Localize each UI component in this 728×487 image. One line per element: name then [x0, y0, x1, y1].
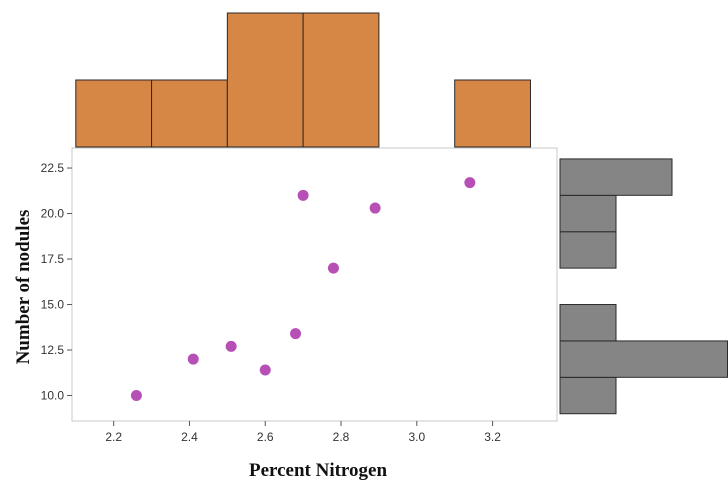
- data-point: [297, 189, 309, 201]
- y-histogram-bar: [559, 194, 617, 233]
- y-histogram-bar: [559, 340, 728, 378]
- x-tick-label: 2.8: [333, 430, 350, 444]
- plot-area: [71, 147, 558, 422]
- y-axis-title: Number of nodules: [13, 210, 34, 365]
- x-histogram-bar: [226, 12, 304, 148]
- x-tick-label: 3.2: [484, 430, 501, 444]
- x-tick-label: 2.4: [181, 430, 198, 444]
- scatter-points: [130, 177, 476, 402]
- y-marginal-histogram: [559, 158, 728, 415]
- y-histogram-bar: [559, 376, 617, 415]
- x-histogram-bar: [302, 12, 380, 148]
- data-point: [187, 353, 199, 365]
- data-point: [369, 202, 381, 214]
- x-axis: 2.2 2.4 2.6 2.8 3.0 3.2: [105, 421, 501, 444]
- data-point: [130, 390, 142, 402]
- y-tick-label: 22.5: [41, 161, 65, 175]
- x-histogram-bar: [75, 79, 153, 148]
- x-histogram-bar: [151, 79, 228, 148]
- y-tick-label: 10.0: [41, 389, 65, 403]
- data-point: [290, 328, 302, 340]
- x-tick-label: 2.2: [105, 430, 122, 444]
- y-histogram-bar: [559, 231, 617, 269]
- data-point: [464, 177, 476, 189]
- x-tick-label: 2.6: [257, 430, 274, 444]
- x-tick-label: 3.0: [408, 430, 425, 444]
- y-tick-label: 17.5: [41, 252, 65, 266]
- x-axis-title: Percent Nitrogen: [249, 460, 387, 481]
- y-tick-label: 20.0: [41, 207, 65, 221]
- y-histogram-bar: [559, 304, 617, 342]
- y-histogram-bar: [559, 158, 673, 196]
- y-tick-label: 12.5: [41, 343, 65, 357]
- data-point: [225, 340, 237, 352]
- data-point: [259, 364, 271, 376]
- x-marginal-histogram: [75, 12, 531, 148]
- y-tick-label: 15.0: [41, 298, 65, 312]
- y-axis: 10.0 12.5 15.0 17.5 20.0 22.5: [41, 161, 72, 403]
- x-histogram-bar: [454, 79, 531, 148]
- data-point: [327, 262, 339, 274]
